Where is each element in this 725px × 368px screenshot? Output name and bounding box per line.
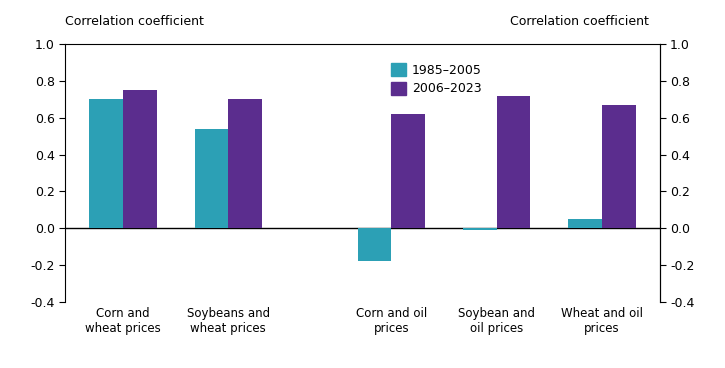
Legend: 1985–2005, 2006–2023: 1985–2005, 2006–2023 [386, 58, 487, 100]
Bar [228, 99, 262, 228]
Bar [463, 228, 497, 230]
Text: Correlation coefficient: Correlation coefficient [65, 15, 204, 28]
Bar [357, 228, 392, 261]
Bar [602, 105, 636, 228]
Bar [123, 90, 157, 228]
Bar [568, 219, 602, 228]
Bar [89, 99, 123, 228]
Bar [392, 114, 425, 228]
Bar [497, 96, 530, 228]
Text: Correlation coefficient: Correlation coefficient [510, 15, 649, 28]
Bar [195, 129, 228, 228]
